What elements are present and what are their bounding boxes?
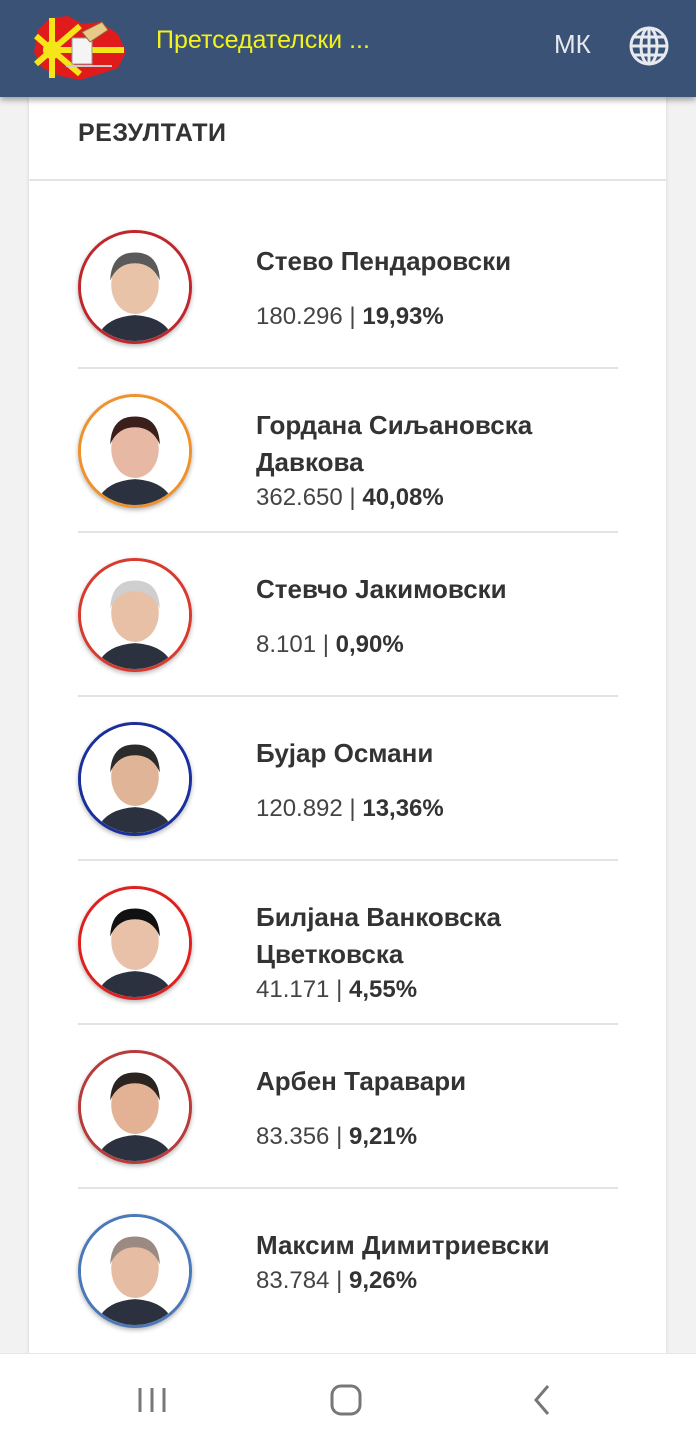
app-title: Претседателски ...: [156, 26, 370, 54]
candidate-stats: 180.296 | 19,93%: [256, 303, 444, 330]
candidate-stats: 83.356 | 9,21%: [256, 1123, 418, 1150]
candidate-avatar: [78, 230, 192, 344]
candidate-avatar: [78, 394, 192, 508]
candidate-votes: 83.356: [256, 1123, 330, 1150]
candidate-name: Арбен Таравари: [256, 1066, 467, 1096]
candidate-name: Билјана Ванковска Цветковска: [256, 902, 502, 969]
candidate-avatar: [78, 722, 192, 836]
candidate-votes: 120.892: [256, 795, 343, 822]
candidate-stats: 41.171 | 4,55%: [256, 976, 418, 1003]
app-bar: Претседателски ... МК: [0, 0, 696, 97]
globe-icon[interactable]: [628, 25, 670, 67]
home-icon[interactable]: [326, 1382, 366, 1418]
candidate-percent: 4,55%: [348, 976, 418, 1003]
candidate-percent: 0,90%: [335, 631, 404, 658]
candidate-avatar: [78, 886, 192, 1000]
language-button[interactable]: МК: [554, 29, 591, 59]
results-title: РЕЗУЛТАТИ: [78, 119, 227, 147]
candidate-row[interactable]: Стево Пендаровски 180.296 | 19,93%: [78, 205, 618, 369]
candidate-row[interactable]: Стевчо Јакимовски 8.101 | 0,90%: [78, 533, 618, 697]
candidate-stats: 83.784 | 9,26%: [256, 1267, 418, 1294]
candidate-stats: 120.892 | 13,36%: [256, 795, 444, 822]
candidate-votes: 8.101: [256, 631, 317, 658]
candidate-row[interactable]: Максим Димитриевски 83.784 | 9,26%: [78, 1189, 618, 1351]
recent-apps-icon[interactable]: [132, 1382, 172, 1418]
candidate-avatar: [78, 1050, 192, 1164]
candidate-votes: 41.171: [256, 976, 330, 1003]
candidate-name: Стево Пендаровски: [256, 246, 512, 276]
candidate-name: Бујар Османи: [256, 738, 434, 768]
candidate-row[interactable]: Бујар Османи 120.892 | 13,36%: [78, 697, 618, 861]
system-nav-bar: [0, 1353, 696, 1446]
candidate-votes: 83.784: [256, 1267, 330, 1294]
candidate-row[interactable]: Билјана Ванковска Цветковска 41.171 | 4,…: [78, 861, 618, 1025]
candidate-stats: 8.101 | 0,90%: [256, 631, 404, 658]
divider: [29, 179, 666, 181]
candidate-avatar: [78, 1214, 192, 1328]
candidate-percent: 40,08%: [362, 484, 444, 511]
candidate-percent: 19,93%: [362, 303, 444, 330]
candidate-row[interactable]: Арбен Таравари 83.356 | 9,21%: [78, 1025, 618, 1189]
candidate-avatar: [78, 558, 192, 672]
candidate-percent: 9,21%: [348, 1123, 418, 1150]
candidate-percent: 9,26%: [348, 1267, 418, 1294]
candidate-row[interactable]: Гордана Сиљановска Давкова 362.650 | 40,…: [78, 369, 618, 533]
logo-icon: [34, 16, 126, 80]
candidate-name: Стевчо Јакимовски: [256, 574, 507, 604]
candidate-list: Стево Пендаровски 180.296 | 19,93% Горда…: [78, 205, 618, 1351]
candidate-percent: 13,36%: [362, 795, 444, 822]
results-card: РЕЗУЛТАТИ Стево Пендаровски 180.296 | 19…: [29, 97, 666, 1357]
candidate-votes: 180.296: [256, 303, 343, 330]
candidate-name: Гордана Сиљановска Давкова: [256, 410, 533, 477]
candidate-votes: 362.650: [256, 484, 343, 511]
candidate-stats: 362.650 | 40,08%: [256, 484, 444, 511]
candidate-name: Максим Димитриевски: [256, 1230, 550, 1260]
back-icon[interactable]: [522, 1382, 562, 1418]
